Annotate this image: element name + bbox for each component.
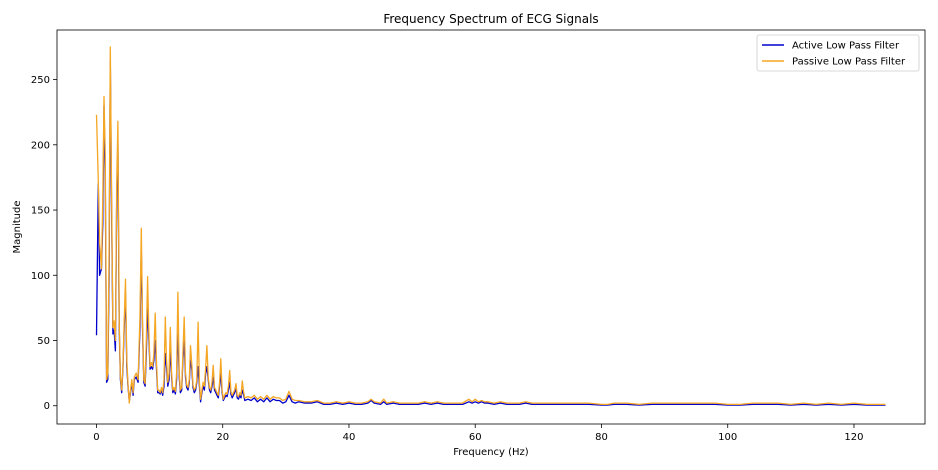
y-tick-label: 100 — [31, 271, 50, 282]
y-tick-label: 50 — [37, 336, 50, 347]
x-tick-label: 120 — [844, 432, 863, 443]
x-axis-label: Frequency (Hz) — [453, 447, 529, 458]
legend-label-passive-low-pass-filter: Passive Low Pass Filter — [792, 57, 906, 68]
x-tick-label: 60 — [469, 432, 482, 443]
series-line-0 — [95, 59, 886, 406]
x-axis-ticks: 0 20 40 60 80 100 120 — [93, 424, 864, 443]
y-tick-label: 200 — [31, 140, 50, 151]
x-tick-label: 20 — [216, 432, 229, 443]
y-tick-label: 150 — [31, 206, 50, 217]
series-line-1 — [95, 46, 886, 406]
chart-title: Frequency Spectrum of ECG Signals — [383, 12, 598, 26]
x-tick-label: 0 — [93, 432, 99, 443]
legend-label-active-low-pass-filter: Active Low Pass Filter — [792, 41, 900, 52]
x-tick-label: 40 — [343, 432, 356, 443]
x-tick-label: 100 — [718, 432, 737, 443]
legend-box — [756, 34, 920, 72]
y-tick-label: 250 — [31, 75, 50, 86]
y-tick-label: 0 — [44, 401, 50, 412]
legend: Active Low Pass Filter Passive Low Pass … — [756, 34, 920, 72]
x-tick-label: 80 — [595, 432, 608, 443]
y-axis-label: Magnitude — [12, 201, 23, 254]
plot-frame — [56, 29, 926, 425]
plot-area — [95, 46, 886, 406]
y-axis-ticks: 0 50 100 150 200 250 — [31, 75, 57, 412]
